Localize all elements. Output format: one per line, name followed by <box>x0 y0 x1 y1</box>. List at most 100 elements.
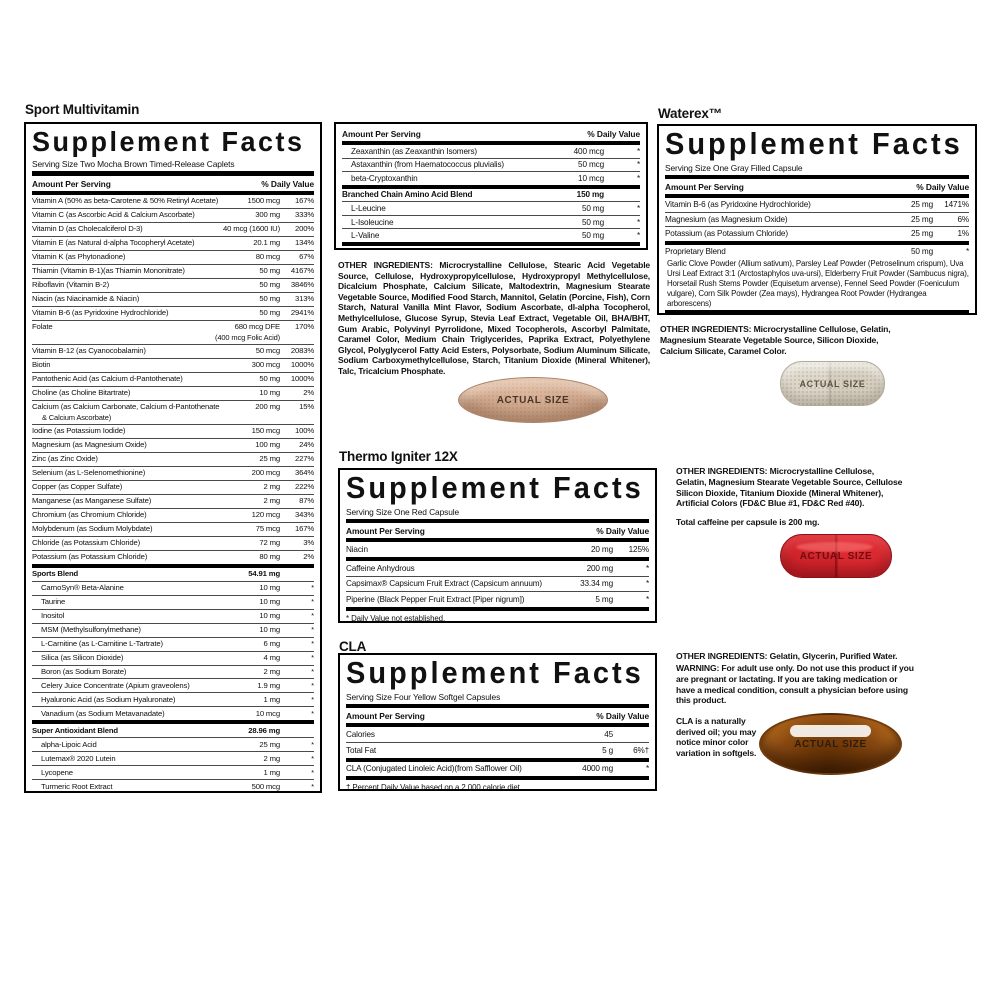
table-row-sub: & Calcium Ascorbate) <box>42 412 112 422</box>
ingredient-name: Vitamin B-12 (as Cyanocobalamin) <box>32 347 146 356</box>
table-row: Total Fat 5 g 6%† <box>346 741 649 758</box>
ingredient-name: Thiamin (Vitamin B-1)(as Thiamin Mononit… <box>32 267 185 276</box>
ingredient-amount: 75 mcg <box>255 523 280 533</box>
table-row: Vanadium (as Sodium Metavanadate) 10 mcg * <box>32 706 314 720</box>
table-row-sub: Garlic Clove Powder (Allium sativum), Pa… <box>667 259 969 308</box>
ingredient-name: Lycopene <box>41 768 73 777</box>
ingredient-amount: 72 mg <box>259 537 280 547</box>
table-row: Chromium (as Chromium Chloride) 120 mcg 34… <box>32 507 314 522</box>
ingredient-dv: 2% <box>303 387 314 397</box>
table-row: Selenium (as L-Selenomethionine) 200 mcg 3… <box>32 465 314 480</box>
ingredient-amount: 25 mg <box>910 200 933 210</box>
ingredient-dv: * <box>311 767 314 777</box>
ingredient-name: Iodine (as Potassium Iodide) <box>32 426 126 435</box>
ingredient-name: Total Fat <box>346 745 377 755</box>
ingredient-amount: 200 mg <box>586 563 614 573</box>
table-row: MSM (Methylsulfonylmethane) 10 mg * <box>32 622 314 637</box>
ingredient-dv: 1% <box>957 229 969 239</box>
table-row: Iodine (as Potassium Iodide) 150 mcg 100% <box>32 423 314 438</box>
ingredient-amount: 1500 mcg <box>247 196 280 206</box>
ingredient-table: Vitamin B-6 (as Pyridoxine Hydrochloride… <box>665 198 969 310</box>
ingredient-amount: 10 mg <box>259 610 280 620</box>
ingredient-name: Chromium (as Chromium Chloride) <box>32 510 147 519</box>
ingredient-amount: 80 mcg <box>255 252 280 262</box>
column-header-row: Amount Per Serving % Daily Value <box>346 519 649 542</box>
ingredient-name: Niacin <box>346 544 368 554</box>
ingredient-name: Zeaxanthin (as Zeaxanthin Isomers) <box>351 146 477 156</box>
table-row: Vitamin E (as Natural d-alpha Tocopheryl… <box>32 235 314 250</box>
ingredient-dv: 3846% <box>290 280 314 290</box>
ingredient-amount: 1.9 mg <box>257 680 280 690</box>
supplement-facts-panel-thermo: Supplement Facts Serving Size One Red Ca… <box>338 468 657 623</box>
ingredient-name: L-Valine <box>351 231 380 241</box>
ingredient-amount: 5 g <box>602 745 613 755</box>
ingredient-dv: 134% <box>294 238 314 248</box>
supplement-facts-panel-waterex: Supplement Facts Serving Size One Gray F… <box>657 124 977 315</box>
ingredient-amount: 300 mcg <box>251 360 281 370</box>
ingredient-name: Potassium (as Potassium Chloride) <box>665 229 788 239</box>
ingredient-amount: 1 mg <box>263 694 281 704</box>
table-row: Vitamin B-6 (as Pyridoxine Hydrochloride… <box>665 198 969 212</box>
ingredient-dv: 170% <box>294 322 314 332</box>
table-row: alpha-Lipoic Acid 25 mg * <box>32 737 314 751</box>
table-row: Choline (as Choline Bitartrate) 10 mg 2% <box>32 385 314 400</box>
ingredient-amount: 20.1 mg <box>253 238 280 248</box>
ingredient-name: Piperine (Black Pepper Fruit Extract [Pi… <box>346 595 525 605</box>
gray-capsule-actual-size-image: ACTUAL SIZE <box>780 361 885 406</box>
ingredient-name: Magnesium (as Magnesium Oxide) <box>32 440 147 449</box>
table-row: Boron (as Sodium Borate) 2 mg * <box>32 664 314 679</box>
ingredient-name: Super Antioxidant Blend <box>32 726 118 735</box>
table-row: CarnoSyn® Beta-Alanine 10 mg * <box>32 580 314 595</box>
ingredient-name: Turmeric Root Extract <box>41 782 113 791</box>
column-header-row: Amount Per Serving % Daily Value <box>32 171 314 195</box>
serving-size-text: Serving Size Two Mocha Brown Timed-Relea… <box>32 159 235 169</box>
ingredient-amount: 20 mg <box>590 544 613 554</box>
table-row: Sports Blend 54.91 mg <box>32 563 314 581</box>
ingredient-name: Branched Chain Amino Acid Blend <box>342 190 473 200</box>
ingredient-dv: * <box>311 582 314 592</box>
ingredient-dv: 2941% <box>290 308 314 318</box>
ingredient-name: Riboflavin (Vitamin B-2) <box>32 281 110 290</box>
table-row: Zinc (as Zinc Oxide) 25 mg 227% <box>32 451 314 466</box>
ingredient-name: Silica (as Silicon Dioxide) <box>41 653 124 662</box>
ingredient-amount: 50 mcg <box>578 160 604 170</box>
ingredient-amount: 2 mg <box>263 495 281 505</box>
ingredient-name: Hyaluronic Acid (as Sodium Hyaluronate) <box>41 695 176 704</box>
table-row: Proprietary Blend 50 mg * <box>665 240 969 259</box>
table-row: Astaxanthin (from Haematococcus pluviali… <box>342 157 640 172</box>
ingredient-dv: 1000% <box>290 374 314 383</box>
warning-text: WARNING: For adult use only. Do not use … <box>676 663 914 706</box>
daily-value-header: % Daily Value <box>261 178 314 189</box>
ingredient-amount: 50 mg <box>910 246 933 256</box>
amount-per-serving-header: Amount Per Serving <box>342 128 421 139</box>
ingredient-amount: 50 mg <box>259 280 280 290</box>
table-row: Chloride (as Potassium Chloride) 72 mg 3% <box>32 535 314 550</box>
ingredient-dv: * <box>311 753 314 763</box>
table-row: Lycopene 1 mg * <box>32 765 314 779</box>
table-row: Hyaluronic Acid (as Sodium Hyaluronate) 1… <box>32 692 314 706</box>
table-row: Vitamin C (as Ascorbic Acid & Calcium As… <box>32 207 314 222</box>
ingredient-dv: 2083% <box>290 346 314 356</box>
table-row: Potassium (as Potassium Chloride) 80 mg 2% <box>32 549 314 564</box>
ingredient-name: beta-Cryptoxanthin <box>351 173 418 183</box>
ingredient-dv: * <box>311 694 314 704</box>
ingredient-amount: 2 mg <box>263 481 281 491</box>
ingredient-name: Choline (as Choline Bitartrate) <box>32 388 131 397</box>
ingredient-amount: 10 mg <box>259 582 280 592</box>
ingredient-amount: 300 mg <box>255 210 280 220</box>
ingredient-amount: 25 mg <box>259 453 280 463</box>
table-row: Lutemax® 2020 Lutein 2 mg * <box>32 751 314 765</box>
table-row: Inositol 10 mg * <box>32 608 314 623</box>
serving-size-text: Serving Size One Red Capsule <box>346 507 460 517</box>
ingredient-amount: 10 mcg <box>255 708 280 718</box>
table-row: L-Isoleucine 50 mg * <box>342 214 640 229</box>
ingredient-dv: * <box>311 624 314 634</box>
ingredient-dv: * <box>645 563 649 573</box>
ingredient-dv: * <box>311 680 314 690</box>
product-title-thermo: Thermo Igniter 12X <box>339 449 458 464</box>
ingredient-name: Astaxanthin (from Haematococcus pluviali… <box>351 160 504 170</box>
ingredient-dv: * <box>645 764 649 774</box>
ingredient-name: alpha-Lipoic Acid <box>41 740 97 749</box>
ingredient-dv: * <box>965 246 969 256</box>
table-row: Niacin 20 mg 125% <box>346 542 649 557</box>
